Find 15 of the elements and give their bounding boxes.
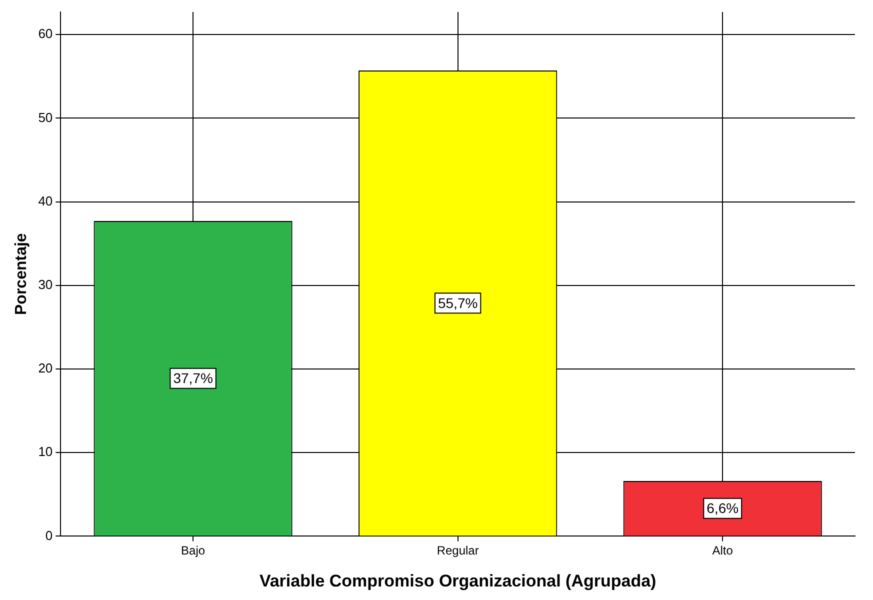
x-axis-title: Variable Compromiso Organizacional (Agrupada) [259, 571, 656, 590]
y-tick-label: 30 [38, 276, 53, 292]
data-label: 37,7% [173, 370, 213, 386]
y-tick-label: 0 [45, 528, 53, 543]
data-label: 6,6% [706, 500, 739, 516]
x-tick-label: Bajo [181, 544, 206, 558]
x-tick-label: Alto [712, 544, 734, 558]
y-tick-label: 10 [38, 444, 53, 460]
y-axis-title: Porcentaje [13, 233, 30, 316]
y-tick-label: 60 [38, 26, 53, 42]
x-tick-label: Regular [436, 544, 479, 558]
y-tick-label: 50 [38, 110, 53, 125]
y-tick-label: 20 [38, 360, 53, 376]
y-tick-label: 40 [38, 193, 53, 208]
data-label: 55,7% [438, 294, 478, 311]
